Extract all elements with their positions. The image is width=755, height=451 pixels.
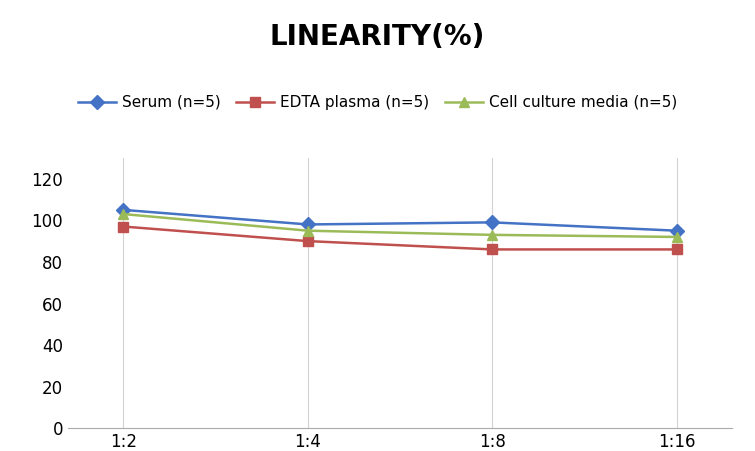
Serum (n=5): [304, 222, 313, 227]
Cell culture media (n=5): [673, 234, 682, 239]
Text: LINEARITY(%): LINEARITY(%): [270, 23, 485, 51]
Cell culture media (n=5): [488, 232, 497, 238]
Line: Cell culture media (n=5): Cell culture media (n=5): [119, 209, 682, 242]
EDTA plasma (n=5): [304, 239, 313, 244]
EDTA plasma (n=5): [673, 247, 682, 252]
Cell culture media (n=5): [119, 212, 128, 217]
Line: Serum (n=5): Serum (n=5): [119, 205, 682, 235]
Line: EDTA plasma (n=5): EDTA plasma (n=5): [119, 222, 682, 254]
EDTA plasma (n=5): [119, 224, 128, 229]
Serum (n=5): [673, 228, 682, 234]
Legend: Serum (n=5), EDTA plasma (n=5), Cell culture media (n=5): Serum (n=5), EDTA plasma (n=5), Cell cul…: [72, 89, 683, 116]
Cell culture media (n=5): [304, 228, 313, 234]
EDTA plasma (n=5): [488, 247, 497, 252]
Serum (n=5): [488, 220, 497, 225]
Serum (n=5): [119, 207, 128, 212]
